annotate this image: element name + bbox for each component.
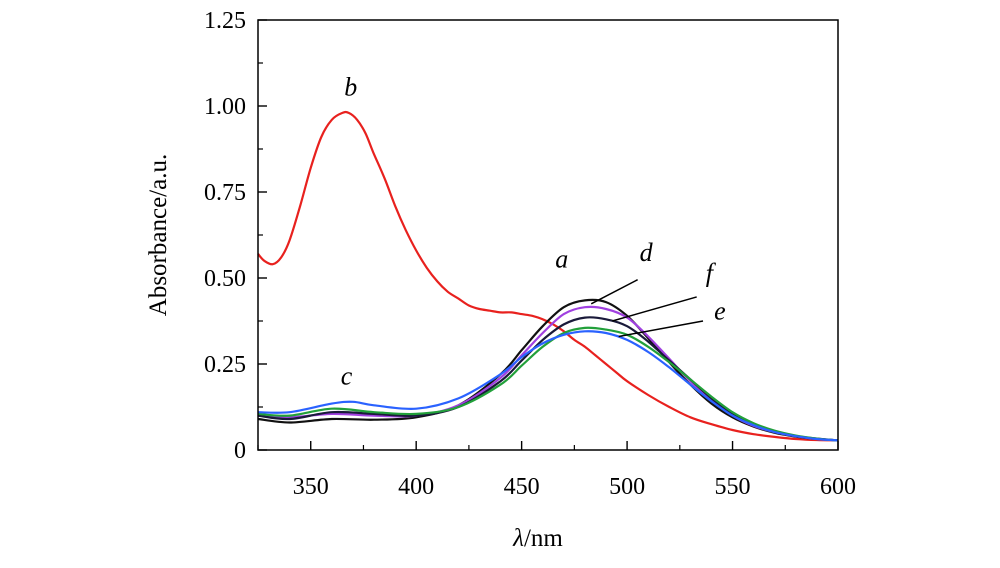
x-tick-label: 400 xyxy=(398,474,434,500)
leader-line-d xyxy=(590,279,638,305)
y-tick-label: 0.75 xyxy=(204,180,246,206)
curve-label-b: b xyxy=(344,73,357,102)
x-tick-label: 550 xyxy=(715,474,751,500)
x-tick-label: 350 xyxy=(293,474,329,500)
axis-tick-labels: 350 400 450 500 550 600 0 0.25 0.50 0.75 1.00 1.25 xyxy=(204,8,856,500)
x-axis-symbol: λ xyxy=(512,525,524,552)
x-tick-label: 500 xyxy=(609,474,645,500)
y-tick-label: 0.50 xyxy=(204,266,246,292)
axis-ticks xyxy=(257,19,839,451)
x-tick-label: 600 xyxy=(820,474,856,500)
y-axis-label: Absorbance/a.u. xyxy=(145,154,172,316)
curve-label-f: f xyxy=(706,258,717,287)
curve-label-e: e xyxy=(714,296,726,325)
curve-label-d: d xyxy=(640,238,654,267)
x-axis-unit: /nm xyxy=(524,525,563,552)
x-axis-label: λ/nm xyxy=(512,525,563,552)
leader-line-f xyxy=(612,296,697,322)
series-line-b xyxy=(257,110,839,442)
y-tick-label: 0 xyxy=(234,438,246,464)
y-tick-label: 0.25 xyxy=(204,352,246,378)
y-tick-label: 1.00 xyxy=(204,94,246,120)
curve-label-a: a xyxy=(555,245,568,274)
series-line-c xyxy=(257,330,839,442)
y-tick-label: 1.25 xyxy=(204,8,246,34)
leader-line-e xyxy=(618,320,704,338)
series-line-e xyxy=(257,326,839,442)
curve-annotations: b c a d fe xyxy=(341,73,726,391)
curve-label-c: c xyxy=(341,362,353,391)
x-tick-label: 450 xyxy=(504,474,540,500)
series-lines xyxy=(257,110,839,442)
